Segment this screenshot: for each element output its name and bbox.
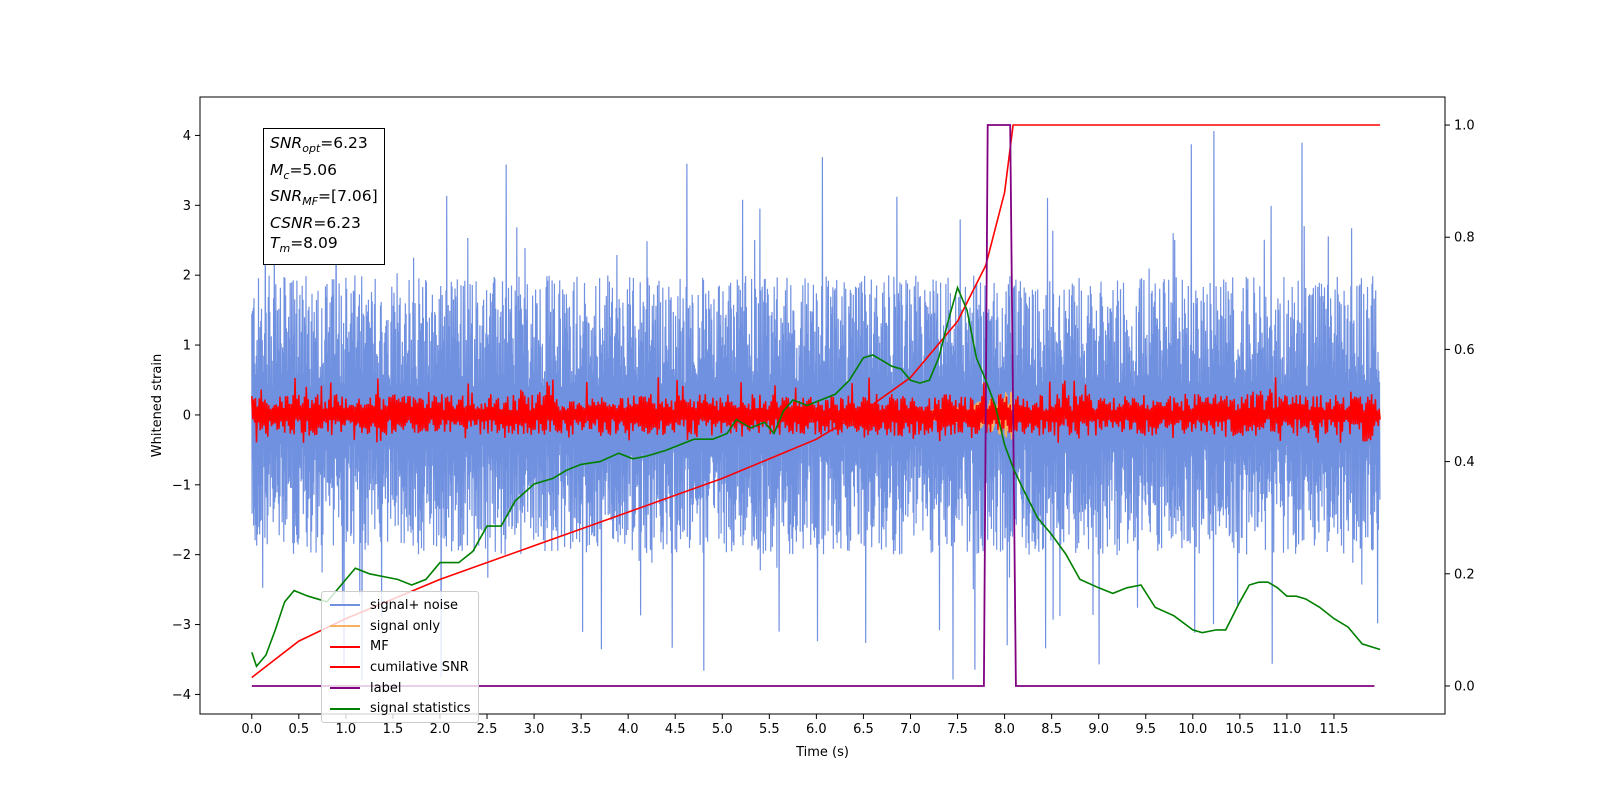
y-tick-label: 0 (183, 408, 191, 423)
y2-tick-label: 0.4 (1454, 455, 1475, 470)
annotation-line: Tm=8.09 (270, 234, 338, 256)
legend-label: label (370, 680, 402, 696)
x-tick-label: 10.5 (1225, 722, 1254, 737)
y-tick-label: 3 (183, 199, 191, 214)
x-tick-label: 10.0 (1178, 722, 1207, 737)
legend-label: signal statistics (370, 701, 471, 717)
x-tick-label: 9.0 (1088, 722, 1109, 737)
x-tick-label: 9.5 (1135, 722, 1156, 737)
legend-swatch (330, 707, 360, 710)
series-label (251, 124, 1375, 687)
series-layer (251, 124, 1381, 687)
y2-tick-label: 0.0 (1454, 679, 1475, 694)
x-tick-label: 2.0 (430, 722, 451, 737)
x-tick-label: 2.5 (477, 722, 498, 737)
legend-swatch (330, 687, 360, 690)
legend-label: signal only (370, 618, 441, 634)
y-axis-right: 0.0 0.2 0.4 0.6 0.8 1.0 (1445, 119, 1475, 694)
y-tick-label: −3 (172, 618, 191, 633)
legend: signal+ noise signal only MF cumilative SNR… (321, 591, 479, 724)
x-tick-label: 0.5 (288, 722, 309, 737)
y-tick-label: −4 (172, 688, 191, 703)
legend-swatch (330, 625, 360, 628)
x-tick-label: 1.0 (336, 722, 357, 737)
y2-tick-label: 0.8 (1454, 231, 1475, 246)
x-tick-label: 5.0 (712, 722, 733, 737)
annotation-box: SNRopt=6.23 Mc=5.06 SNRMF=[7.06] CSNR=6.23 T… (263, 128, 385, 265)
legend-label: cumilative SNR (370, 659, 469, 675)
x-tick-label: 8.5 (1041, 722, 1062, 737)
series-signal-statistics (251, 285, 1381, 668)
x-tick-label: 11.5 (1319, 722, 1348, 737)
y-tick-label: 1 (183, 339, 191, 354)
y-tick-label: −2 (172, 548, 191, 563)
x-axis: 0.0 0.5 1.0 1.5 2.0 2.5 3.0 3.5 4.0 4.5 5.0 5.5 6.0 6… (241, 714, 1348, 737)
legend-item: MF (322, 636, 478, 657)
y2-tick-label: 0.2 (1454, 567, 1475, 582)
legend-item: signal statistics (322, 698, 478, 719)
legend-label: MF (370, 639, 389, 655)
axes-frame (199, 96, 1446, 715)
legend-label: signal+ noise (370, 597, 459, 613)
annotation-line: Mc=5.06 (270, 160, 337, 182)
legend-item: cumilative SNR (322, 657, 478, 678)
annotation-line: SNRMF=[7.06] (270, 187, 378, 209)
x-tick-label: 6.5 (853, 722, 874, 737)
x-tick-label: 6.0 (806, 722, 827, 737)
x-tick-label: 3.5 (571, 722, 592, 737)
x-tick-label: 4.5 (665, 722, 686, 737)
y-axis-left: −4 −3 −2 −1 0 1 2 3 4 (172, 129, 200, 703)
x-tick-label: 11.0 (1272, 722, 1301, 737)
x-tick-label: 7.0 (900, 722, 921, 737)
x-tick-label: 8.0 (994, 722, 1015, 737)
y-tick-label: 4 (183, 129, 191, 144)
series-cumulative-snr (251, 124, 1381, 679)
x-tick-label: 5.5 (759, 722, 780, 737)
x-tick-label: 4.0 (618, 722, 639, 737)
x-tick-label: 7.5 (947, 722, 968, 737)
x-tick-label: 1.5 (383, 722, 404, 737)
x-tick-label: 0.0 (241, 722, 262, 737)
legend-swatch (330, 645, 360, 648)
x-axis-label: Time (s) (795, 745, 849, 760)
legend-swatch (330, 604, 360, 607)
legend-item: signal only (322, 616, 478, 637)
y-tick-label: 2 (183, 269, 191, 284)
legend-item: signal+ noise (322, 595, 478, 616)
y2-tick-label: 1.0 (1454, 119, 1475, 134)
legend-swatch (330, 666, 360, 669)
y-axis-label: Whitened strain (150, 354, 165, 457)
annotation-line: SNRopt=6.23 (270, 134, 368, 156)
legend-item: label (322, 678, 478, 699)
y-tick-label: −1 (172, 478, 191, 493)
x-tick-label: 3.0 (524, 722, 545, 737)
series-mf (251, 377, 1381, 443)
annotation-line: CSNR=6.23 (270, 213, 361, 232)
y2-tick-label: 0.6 (1454, 343, 1475, 358)
